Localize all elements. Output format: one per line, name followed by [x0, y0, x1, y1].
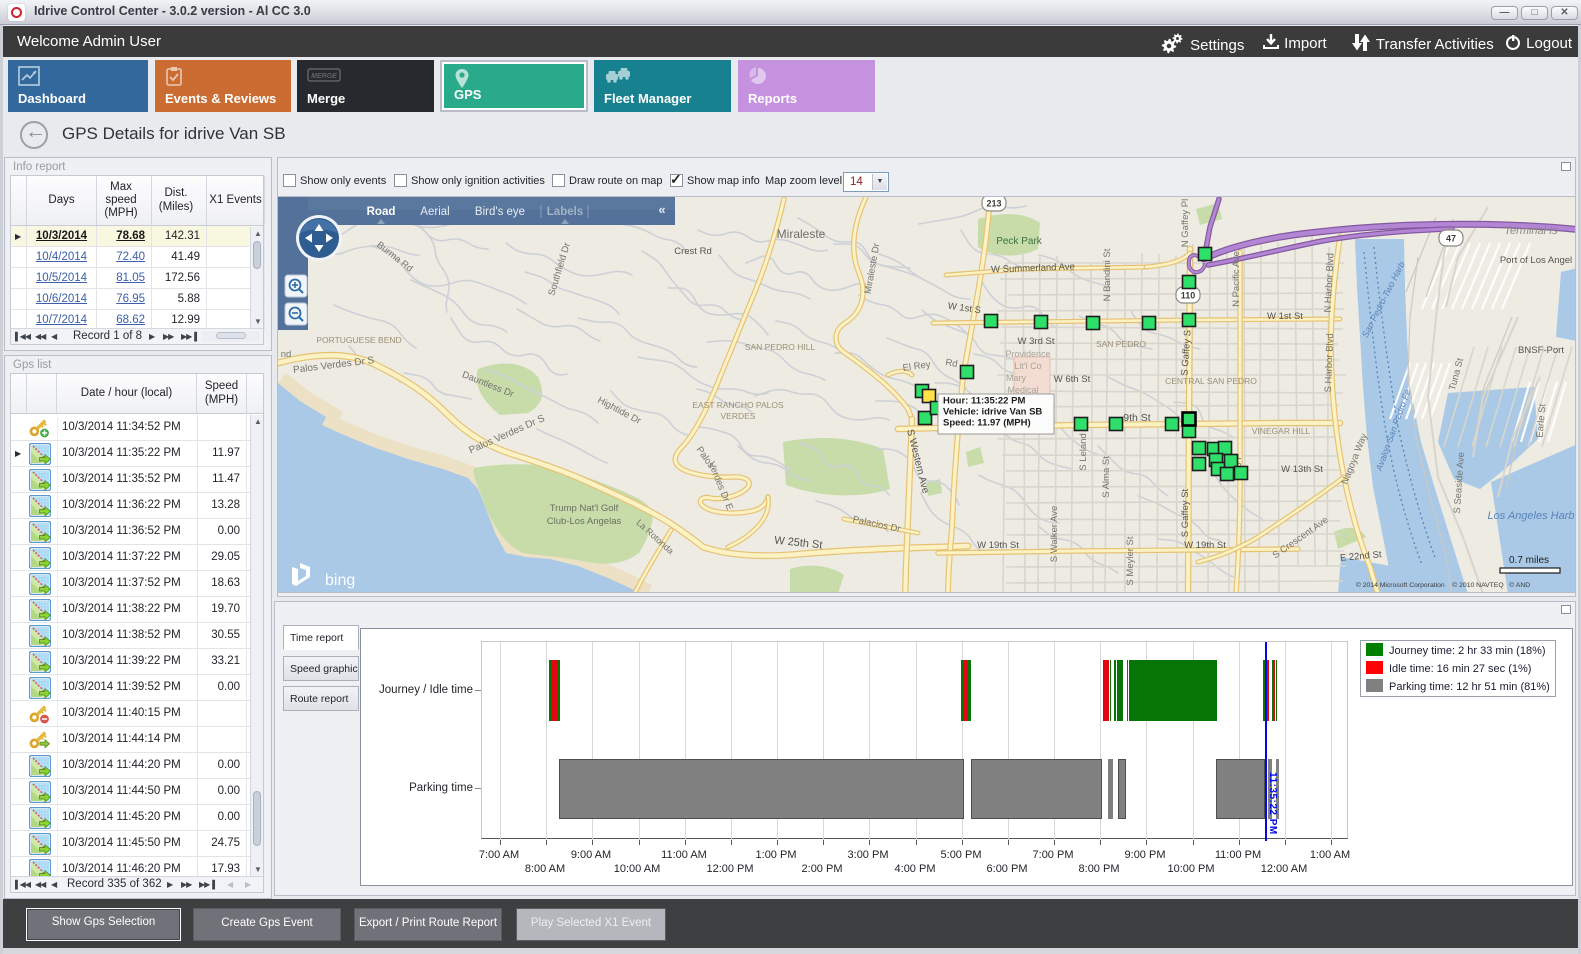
svg-text:Hour: 11:35:22 PM: Hour: 11:35:22 PM [943, 396, 1025, 407]
svg-text:CENTRAL SAN PEDRO: CENTRAL SAN PEDRO [1165, 376, 1257, 386]
svg-text:W Summerland Ave: W Summerland Ave [991, 262, 1075, 276]
svg-text:0.7 miles: 0.7 miles [1509, 555, 1549, 566]
svg-text:SAN PEDRO: SAN PEDRO [1096, 339, 1146, 349]
svg-text:Terminal Is: Terminal Is [1504, 225, 1558, 237]
svg-text:W 1st S: W 1st S [947, 301, 981, 317]
svg-text:Medical: Medical [1007, 385, 1038, 395]
svg-text:W 19th St: W 19th St [1184, 540, 1226, 551]
svg-text:N Pacific Ave: N Pacific Ave [1231, 251, 1242, 307]
svg-text:47: 47 [1446, 234, 1456, 244]
svg-text:W 3rd St: W 3rd St [1018, 336, 1055, 347]
svg-text:MERGE: MERGE [311, 73, 337, 80]
svg-text:S Gaffey St: S Gaffey St [1180, 488, 1191, 537]
svg-text:PORTUGUESE BEND: PORTUGUESE BEND [316, 335, 401, 345]
svg-text:Port of Los Angel: Port of Los Angel [1500, 255, 1572, 266]
svg-text:N Gaffey Pl: N Gaffey Pl [1180, 199, 1191, 247]
svg-text:213: 213 [986, 199, 1001, 209]
svg-text:VINEGAR HILL: VINEGAR HILL [1252, 426, 1311, 436]
svg-text:© 2014 Microsoft Corporation: © 2014 Microsoft Corporation © 2010 NAVT… [1356, 581, 1530, 589]
svg-text:Vehicle: idrive Van SB: Vehicle: idrive Van SB [943, 407, 1042, 418]
svg-text:Trump Nat'l Golf: Trump Nat'l Golf [550, 503, 619, 514]
svg-text:S Walker Ave: S Walker Ave [1049, 506, 1060, 563]
svg-text:El Rey: El Rey [902, 359, 931, 374]
svg-text:Road: Road [367, 206, 396, 218]
svg-text:Miraleste: Miraleste [777, 227, 826, 241]
svg-text:BNSF-Port: BNSF-Port [1518, 345, 1564, 356]
svg-text:Speed: 11.97 (MPH): Speed: 11.97 (MPH) [943, 418, 1031, 429]
svg-text:Lit'l Co: Lit'l Co [1014, 361, 1041, 371]
svg-text:S Meyler St: S Meyler St [1125, 536, 1136, 585]
svg-text:Peck Park: Peck Park [996, 236, 1043, 247]
svg-text:N Bandini St: N Bandini St [1102, 248, 1113, 301]
svg-text:«: « [658, 202, 665, 217]
svg-text:W 19th St: W 19th St [977, 540, 1019, 551]
svg-text:Providence: Providence [1005, 349, 1050, 359]
svg-text:Club-Los Angelas: Club-Los Angelas [547, 516, 622, 527]
svg-text:W 25th St: W 25th St [774, 535, 823, 552]
svg-text:W 6th St: W 6th St [1054, 374, 1091, 385]
svg-text:N Harbor Blvd: N Harbor Blvd [1322, 253, 1336, 313]
svg-text:Los Angeles Harb: Los Angeles Harb [1487, 510, 1574, 522]
svg-text:9th St: 9th St [1123, 412, 1151, 424]
svg-text:Earle St: Earle St [1535, 403, 1549, 438]
svg-text:W 13th St: W 13th St [1281, 464, 1323, 475]
svg-text:Rd: Rd [944, 357, 958, 370]
svg-text:Bird's eye: Bird's eye [475, 206, 525, 218]
svg-text:S Harbor Blvd: S Harbor Blvd [1323, 333, 1336, 392]
svg-text:bing: bing [325, 572, 355, 589]
svg-text:Crest Rd: Crest Rd [674, 246, 711, 257]
svg-text:EAST RANCHO PALOS: EAST RANCHO PALOS [692, 400, 784, 410]
svg-text:S P: S P [1233, 453, 1244, 468]
svg-text:S Leland: S Leland [1078, 433, 1089, 471]
svg-text:Aerial: Aerial [420, 206, 449, 218]
svg-text:Labels: Labels [547, 206, 583, 218]
svg-text:Mary: Mary [1006, 373, 1026, 383]
svg-text:S Alma St: S Alma St [1101, 456, 1112, 498]
svg-text:S Seaside Ave: S Seaside Ave [1452, 452, 1467, 514]
svg-text:SAN PEDRO HILL: SAN PEDRO HILL [745, 342, 816, 352]
svg-text:S Gaffey S: S Gaffey S [1179, 330, 1193, 376]
svg-text:nd: nd [281, 349, 292, 360]
svg-text:110: 110 [1181, 291, 1196, 301]
svg-text:VERDES: VERDES [721, 411, 756, 421]
svg-text:W 1st St: W 1st St [1267, 311, 1303, 322]
svg-text:E 22nd St: E 22nd St [1340, 549, 1383, 564]
